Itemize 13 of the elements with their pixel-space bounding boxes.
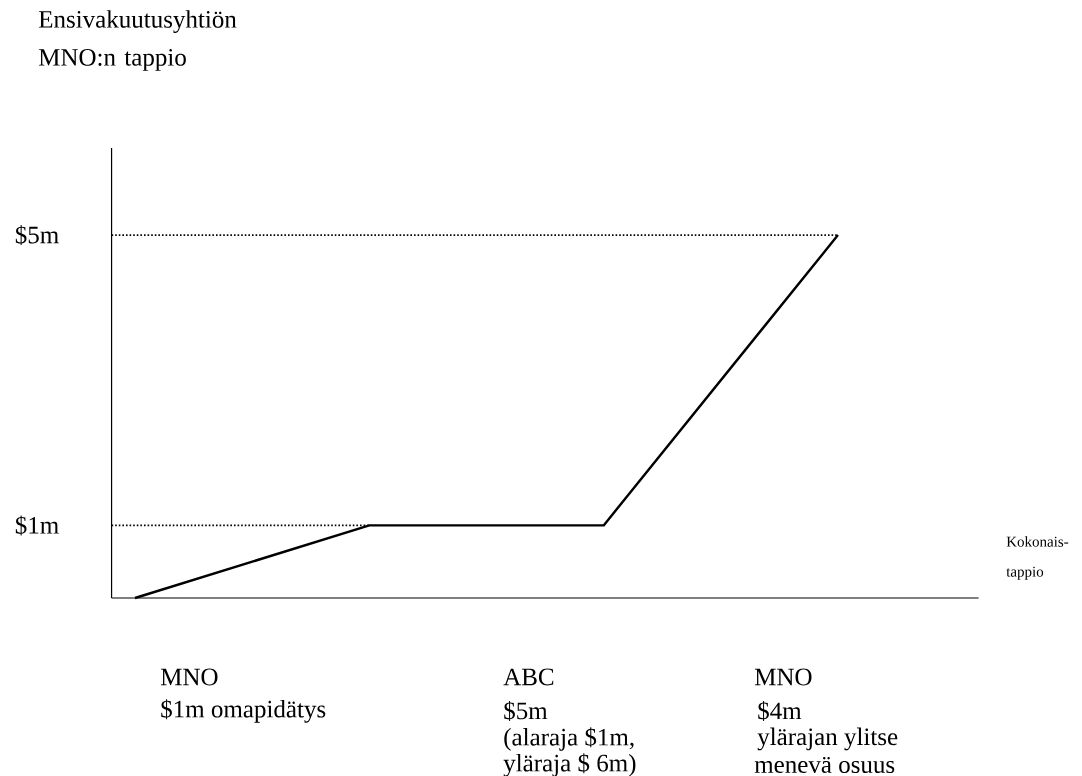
y-tick-label: $1m xyxy=(15,515,59,536)
text: $1m omapidätys xyxy=(161,699,326,723)
text: ABC xyxy=(503,668,554,686)
text: MNO xyxy=(160,668,218,686)
text: Kokonais-tappio xyxy=(1006,536,1069,580)
text: (alaraja $1m, xyxy=(504,727,634,751)
text: ylärajan ylitse xyxy=(757,727,898,751)
text: menevä osuus xyxy=(754,756,895,774)
text: yläraja $ 6m) xyxy=(503,753,636,776)
text: $4m xyxy=(758,700,802,721)
text: $5m xyxy=(504,700,548,721)
text: MNO xyxy=(754,668,812,686)
y-axis-title: Ensivakuutusyhtiön MNO:n tappio xyxy=(38,10,237,71)
